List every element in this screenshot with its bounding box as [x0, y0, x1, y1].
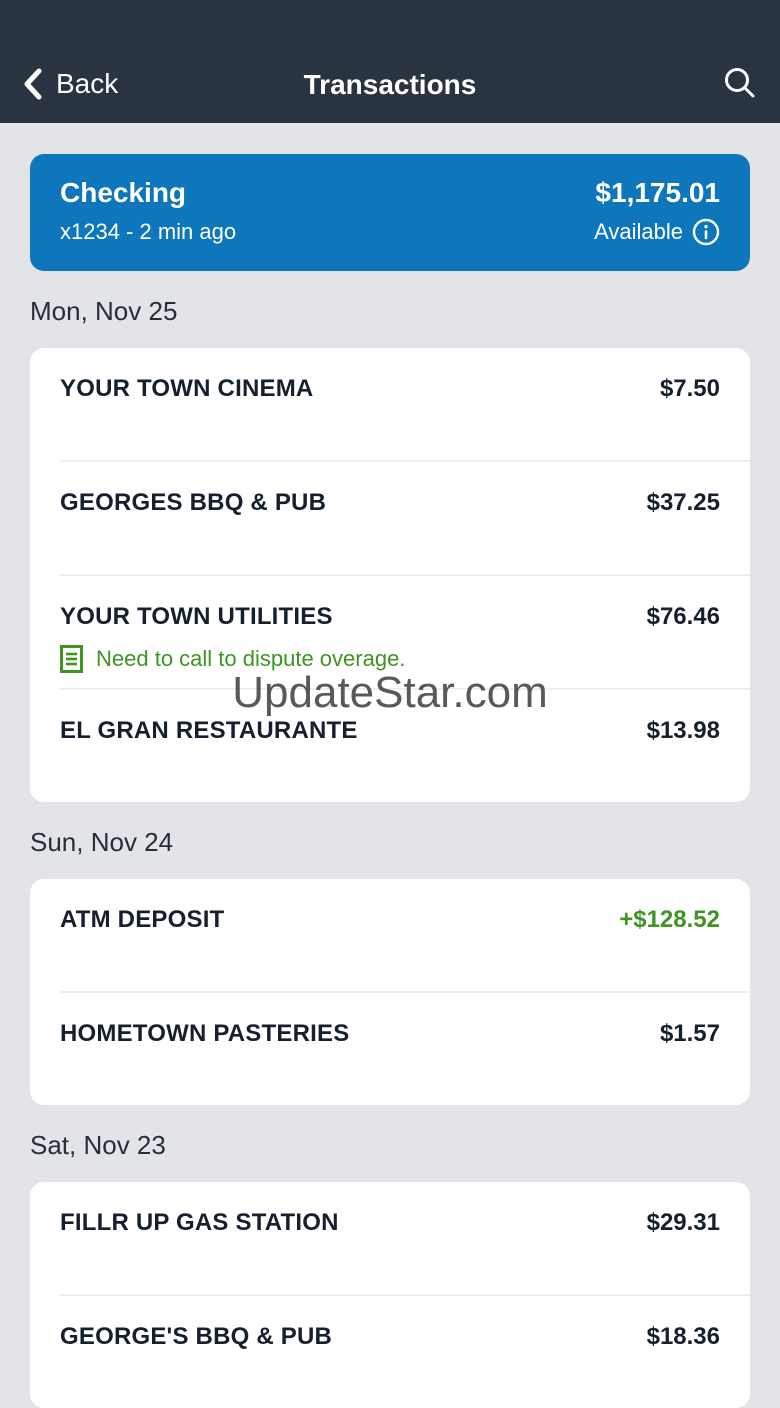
row-divider	[60, 1294, 750, 1296]
nav-bar: Back Transactions	[0, 0, 780, 123]
transaction-card: YOUR TOWN CINEMA $7.50 GEORGES BBQ & PUB $3…	[30, 348, 750, 802]
section-date-label: Sat, Nov 23	[30, 1130, 166, 1160]
transaction-row[interactable]: YOUR TOWN CINEMA $7.50	[30, 348, 750, 460]
transaction-name: YOUR TOWN UTILITIES	[60, 603, 333, 630]
transaction-name: FILLR UP GAS STATION	[60, 1209, 339, 1236]
transaction-amount: $1.57	[659, 1020, 720, 1047]
account-summary-card[interactable]: Checking $1,175.01 x1234 - 2 min ago Ava…	[30, 154, 750, 271]
back-label: Back	[56, 68, 119, 99]
transaction-note: Need to call to dispute overage.	[60, 645, 720, 673]
transaction-amount: $37.25	[646, 489, 720, 516]
transaction-amount: $18.36	[646, 1323, 720, 1350]
transaction-name: EL GRAN RESTAURANTE	[60, 717, 358, 744]
row-divider	[60, 574, 750, 576]
available-label: Available	[594, 219, 683, 244]
search-icon	[722, 65, 758, 101]
transaction-name: GEORGE'S BBQ & PUB	[60, 1323, 333, 1350]
row-divider	[60, 460, 750, 462]
transaction-row[interactable]: GEORGE'S BBQ & PUB $18.36	[30, 1296, 750, 1408]
transaction-sections: Mon, Nov 25 YOUR TOWN CINEMA $7.50 GEORGES …	[0, 296, 780, 1408]
transaction-amount: +$128.52	[619, 906, 720, 933]
transaction-row[interactable]: YOUR TOWN UTILITIES $76.46 Need to call to…	[30, 576, 750, 688]
transaction-card: FILLR UP GAS STATION $29.31 GEORGE'S BBQ &…	[30, 1182, 750, 1408]
section-date-label: Mon, Nov 25	[30, 296, 178, 326]
transaction-amount: $13.98	[646, 717, 720, 744]
search-button[interactable]	[722, 65, 758, 101]
transaction-row[interactable]: EL GRAN RESTAURANTE $13.98	[30, 690, 750, 802]
transaction-card: ATM DEPOSIT +$128.52 HOMETOWN PASTERIES $1.…	[30, 879, 750, 1105]
transaction-row[interactable]: HOMETOWN PASTERIES $1.57	[30, 993, 750, 1105]
row-divider	[60, 688, 750, 690]
transaction-name: HOMETOWN PASTERIES	[60, 1020, 350, 1047]
account-balance: $1,175.01	[595, 177, 720, 208]
section-date-label: Sun, Nov 24	[30, 827, 174, 857]
transaction-amount: $76.46	[646, 603, 720, 630]
transaction-row[interactable]: FILLR UP GAS STATION $29.31	[30, 1182, 750, 1294]
info-icon[interactable]	[692, 218, 720, 246]
transaction-amount: $29.31	[646, 1209, 720, 1236]
transaction-name: GEORGES BBQ & PUB	[60, 489, 327, 516]
transaction-note-text: Need to call to dispute overage.	[96, 646, 406, 671]
transaction-amount: $7.50	[659, 375, 720, 402]
transaction-name: YOUR TOWN CINEMA	[60, 375, 314, 402]
back-button[interactable]: Back	[22, 67, 118, 101]
row-divider	[60, 991, 750, 993]
account-name: Checking	[60, 177, 187, 208]
account-masked-updated: x1234 - 2 min ago	[60, 219, 237, 244]
transaction-row[interactable]: ATM DEPOSIT +$128.52	[30, 879, 750, 991]
memo-icon	[60, 645, 83, 673]
back-chevron-icon	[22, 67, 44, 101]
transaction-name: ATM DEPOSIT	[60, 906, 225, 933]
transaction-row[interactable]: GEORGES BBQ & PUB $37.25	[30, 462, 750, 574]
